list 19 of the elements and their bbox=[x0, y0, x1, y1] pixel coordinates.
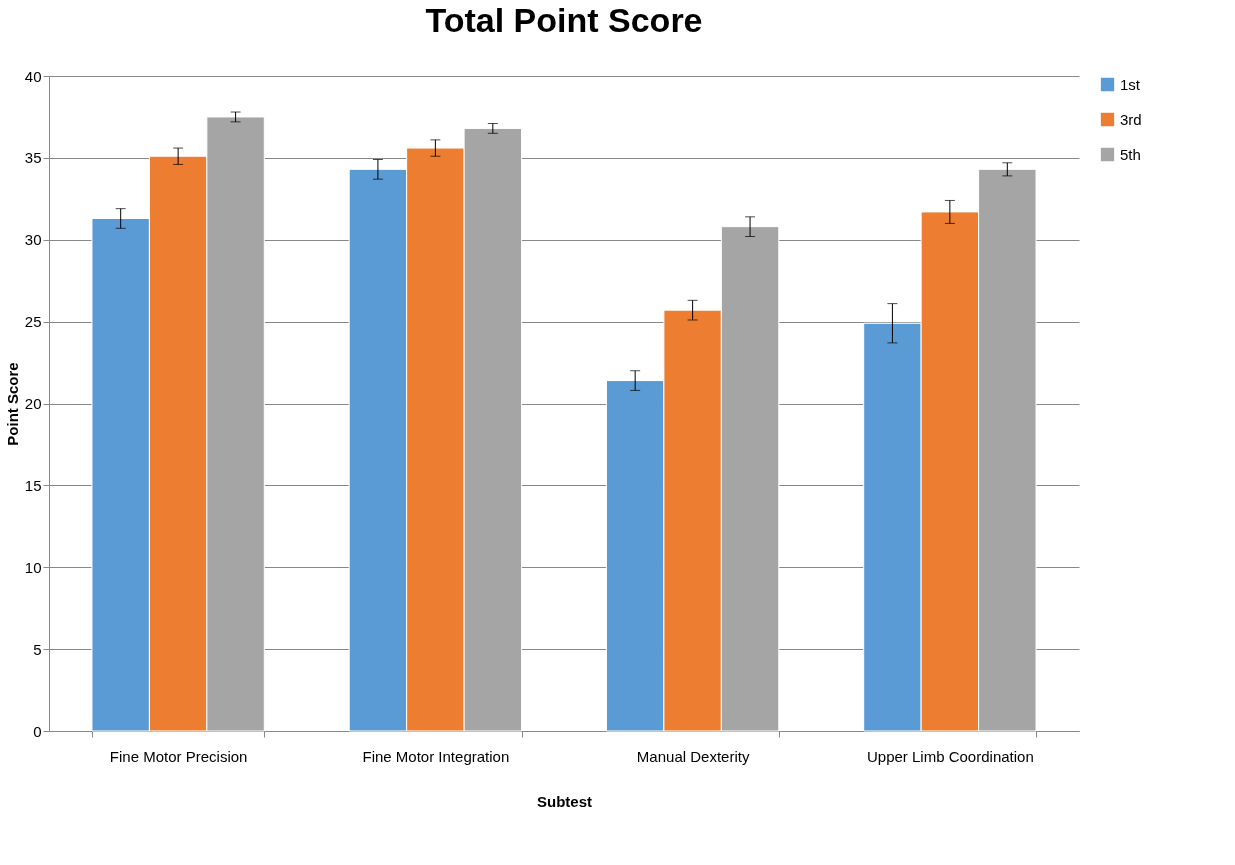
y-tick-label: 0 bbox=[33, 722, 42, 740]
x-tick-label: Fine Motor Integration bbox=[362, 747, 510, 765]
x-axis-title: Subtest bbox=[536, 792, 593, 810]
y-tick-label: 25 bbox=[24, 313, 42, 331]
x-tick-label: Manual Dexterity bbox=[636, 747, 750, 765]
y-tick-label: 5 bbox=[33, 640, 42, 658]
x-tick-label: Upper Limb Coordination bbox=[866, 747, 1034, 765]
y-tick-label: 10 bbox=[24, 558, 42, 576]
chart-title: Total Point Score bbox=[425, 1, 703, 39]
x-tick-label: Fine Motor Precision bbox=[109, 747, 248, 765]
y-tick-label: 15 bbox=[24, 476, 42, 494]
legend-label: 5th bbox=[1120, 145, 1141, 163]
legend-label: 3rd bbox=[1120, 110, 1142, 128]
y-axis-title: Point Score bbox=[3, 362, 21, 446]
y-tick-label: 20 bbox=[24, 395, 42, 412]
y-tick-label: 40 bbox=[24, 67, 42, 85]
legend-label: 1st bbox=[1120, 75, 1141, 93]
y-tick-label: 35 bbox=[24, 149, 42, 167]
y-tick-label: 30 bbox=[24, 231, 42, 249]
